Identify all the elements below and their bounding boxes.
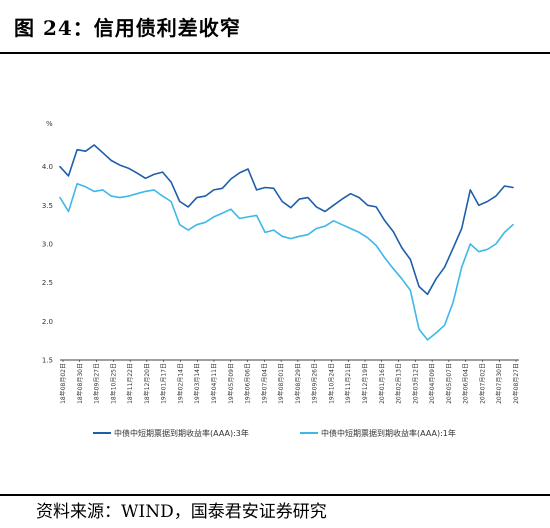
x-tick-label: 20年03月12日 — [411, 363, 419, 404]
x-tick-label: 19年07月04日 — [260, 363, 268, 404]
x-tick-label: 20年06月04日 — [462, 363, 470, 404]
x-axis-ticks: 18年08月02日 18年08月30日 18年09月27日 18年10月25日 18年1… — [59, 360, 520, 404]
x-tick-label: 20年07月02日 — [478, 363, 486, 404]
series-lines — [59, 144, 514, 341]
x-tick-label: 19年09月26日 — [311, 363, 319, 404]
x-tick-label: 19年02月14日 — [176, 363, 184, 404]
y-tick-label: 2.0 — [42, 318, 53, 326]
series-line-2 — [59, 182, 514, 341]
top-divider — [0, 52, 550, 54]
figure-title: 图 24：信用债利差收窄 — [14, 16, 241, 40]
x-tick-label: 19年08月01日 — [277, 363, 285, 404]
y-tick-label: 4.0 — [42, 163, 53, 171]
x-tick-label: 20年02月13日 — [395, 363, 403, 404]
x-tick-label: 19年04月11日 — [210, 363, 218, 404]
x-tick-label: 18年11月22日 — [126, 363, 134, 404]
y-tick-label: 1.5 — [42, 357, 53, 365]
x-tick-label: 19年05月09日 — [227, 363, 235, 404]
x-tick-label: 19年11月21日 — [344, 363, 352, 404]
x-tick-label: 20年05月07日 — [445, 363, 453, 404]
x-tick-label: 19年08月29日 — [294, 363, 302, 404]
legend: 中债中短期票据到期收益率(AAA):3年 中债中短期票据到期收益率(AAA):1年 — [93, 428, 456, 438]
series-line-1 — [59, 144, 514, 296]
x-tick-label: 20年07月30日 — [495, 363, 503, 404]
x-tick-label: 18年12月20日 — [143, 363, 151, 404]
legend-label-1: 中债中短期票据到期收益率(AAA):3年 — [114, 428, 249, 438]
x-tick-label: 18年10月25日 — [109, 363, 117, 404]
legend-label-2: 中债中短期票据到期收益率(AAA):1年 — [321, 428, 456, 438]
y-tick-label: 3.0 — [42, 241, 53, 249]
x-tick-label: 19年10月24日 — [327, 363, 335, 404]
source-note: 资料来源：WIND，国泰君安证券研究 — [36, 502, 327, 522]
y-tick-label: 3.5 — [42, 202, 53, 210]
y-axis-ticks: 1.5 2.0 2.5 3.0 3.5 4.0 — [42, 163, 53, 364]
x-tick-label: 18年08月02日 — [59, 363, 67, 404]
x-tick-label: 20年01月16日 — [378, 363, 386, 404]
x-tick-label: 19年06月06日 — [244, 363, 252, 404]
x-tick-label: 20年08月27日 — [512, 363, 520, 404]
x-tick-label: 18年09月27日 — [93, 363, 101, 404]
bottom-divider — [0, 494, 550, 496]
x-tick-label: 19年12月19日 — [361, 363, 369, 404]
x-tick-label: 19年01月17日 — [160, 363, 168, 404]
y-tick-label: 2.5 — [42, 279, 53, 287]
x-tick-label: 19年03月14日 — [193, 363, 201, 404]
y-axis-unit-label: % — [46, 120, 53, 128]
x-tick-label: 20年04月09日 — [428, 363, 436, 404]
x-tick-label: 18年08月30日 — [76, 363, 84, 404]
